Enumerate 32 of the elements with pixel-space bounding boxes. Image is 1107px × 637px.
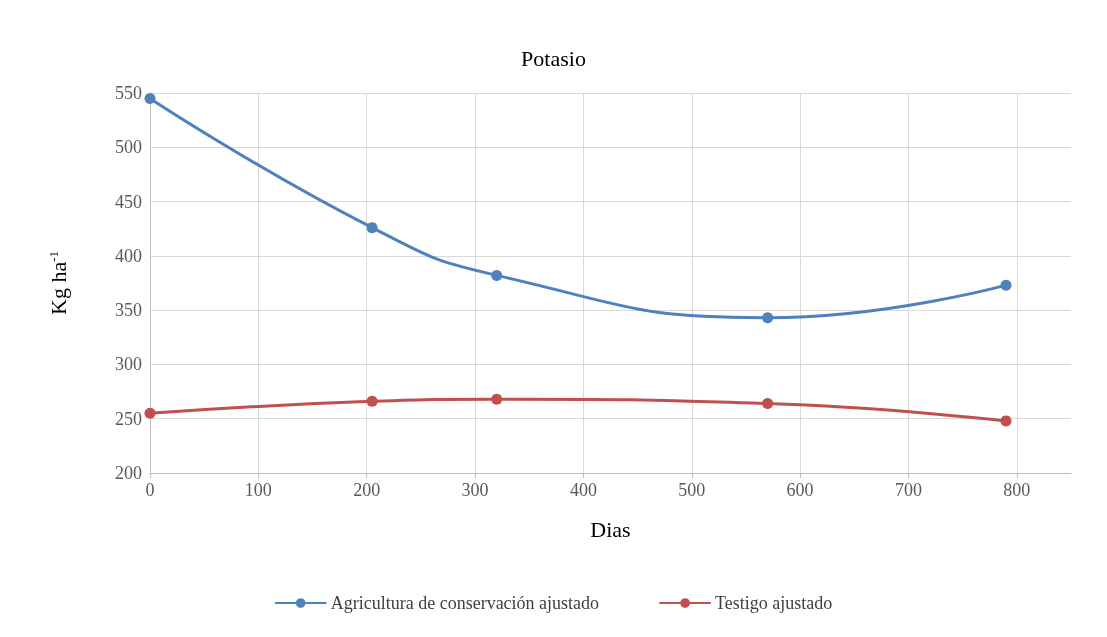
y-tick-label: 350 — [115, 300, 142, 321]
x-tick-label: 700 — [894, 480, 922, 500]
y-tick-label: 250 — [115, 408, 142, 429]
point — [491, 269, 503, 281]
x-tick-label: 200 — [353, 480, 381, 500]
y-axis-title: Kg ha-1 — [46, 251, 71, 315]
y-tick-label: 400 — [115, 245, 142, 266]
x-tick-label: 300 — [461, 480, 489, 500]
x-tick-label: 800 — [1003, 480, 1031, 500]
x-tick-label: 100 — [244, 480, 272, 500]
x-tick-label: 400 — [569, 480, 597, 500]
y-tick-label: 550 — [115, 83, 142, 103]
point — [491, 393, 503, 405]
point — [366, 395, 378, 407]
x-tick-label: 0 — [145, 480, 155, 500]
point — [144, 92, 156, 104]
x-tick-label: 500 — [678, 480, 706, 500]
point — [762, 398, 774, 410]
y-tick-label: 450 — [115, 191, 142, 212]
chart-title: Potasio — [521, 45, 586, 71]
x-axis-title: Dias — [590, 516, 631, 542]
legend-label: Testigo ajustado — [715, 593, 833, 613]
point — [144, 407, 156, 419]
point — [1000, 279, 1012, 291]
legend-label: Agricultura de conservación ajustado — [330, 593, 600, 613]
point — [762, 312, 774, 324]
y-tick-label: 500 — [115, 137, 142, 158]
x-tick-label: 600 — [786, 480, 814, 500]
point — [366, 222, 378, 234]
y-tick-label: 200 — [115, 463, 142, 483]
point — [1000, 415, 1012, 427]
y-tick-label: 300 — [115, 354, 142, 375]
